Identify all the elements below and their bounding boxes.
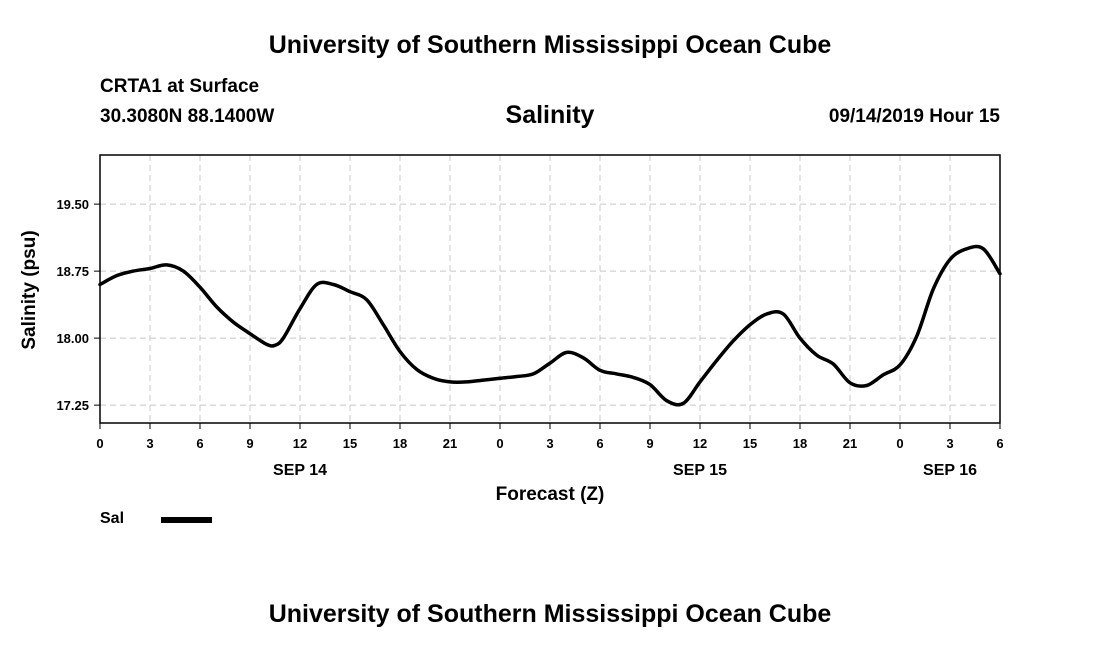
grid-lines [100,155,1000,423]
y-tick-label: 18.75 [56,264,89,279]
x-tick-label: 0 [496,436,503,451]
legend-label: Sal [100,510,125,527]
x-tick-labels: 0 3 6 9 12 15 18 21 0 3 6 9 12 15 18 21 0 3 6 [96,436,1003,451]
salinity-series-line [98,244,1002,407]
x-tick-label: 12 [693,436,707,451]
x-tick-label: 9 [646,436,653,451]
x-tick-label: 3 [146,436,153,451]
y-tick-label: 18.00 [56,331,89,346]
tick-marks [94,203,1001,429]
chart-title: Salinity [505,101,595,129]
series-layer [98,244,1002,407]
date-labels: SEP 14 SEP 15 SEP 16 [273,462,977,479]
x-tick-label: 6 [996,436,1003,451]
footer-title: University of Southern Mississippi Ocean… [268,600,832,628]
page-title: University of Southern Mississippi Ocean… [268,31,832,59]
station-coordinates: 30.3080N 88.1400W [100,106,275,127]
x-tick-label: 18 [393,436,407,451]
x-tick-label: 3 [546,436,553,451]
x-tick-label: 9 [246,436,253,451]
x-tick-label: 6 [596,436,603,451]
station-label: CRTA1 at Surface [100,76,260,97]
x-tick-label: 3 [946,436,953,451]
x-tick-label: 0 [896,436,903,451]
y-axis-title: Salinity (psu) [19,230,40,349]
x-tick-label: 18 [793,436,807,451]
date-label: SEP 14 [273,462,327,479]
x-tick-label: 6 [196,436,203,451]
x-tick-label: 12 [293,436,307,451]
y-tick-label: 17.25 [56,398,89,413]
date-label: SEP 16 [923,462,977,479]
x-tick-label: 21 [443,436,457,451]
y-tick-labels: 17.25 18.00 18.75 19.50 [56,197,89,413]
x-tick-label: 15 [343,436,357,451]
legend-swatch [161,517,212,523]
x-axis-title: Forecast (Z) [496,484,605,505]
y-tick-label: 19.50 [56,197,89,212]
date-label: SEP 15 [673,462,727,479]
x-tick-label: 0 [96,436,103,451]
x-tick-label: 15 [743,436,757,451]
forecast-datetime: 09/14/2019 Hour 15 [828,106,1000,127]
x-tick-label: 21 [843,436,857,451]
